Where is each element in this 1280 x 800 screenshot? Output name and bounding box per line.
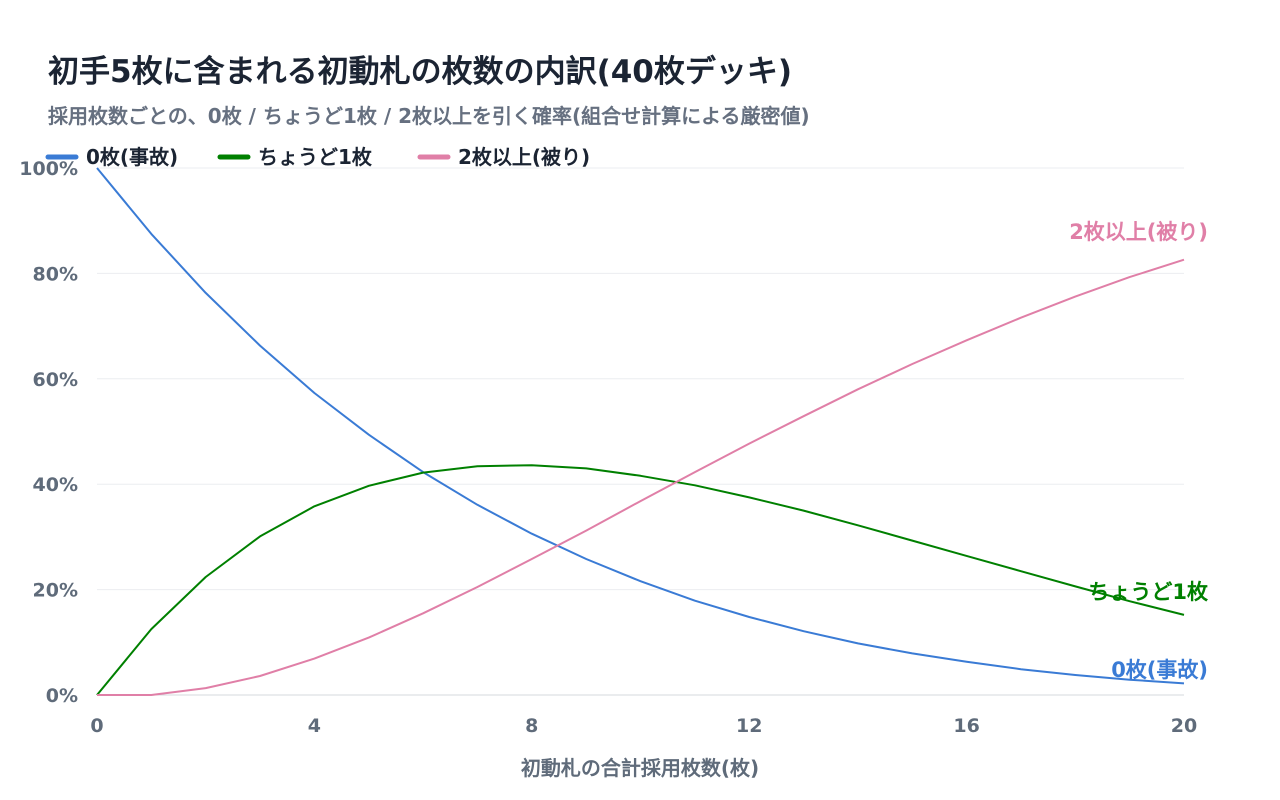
x-tick-label: 8 bbox=[525, 715, 538, 737]
y-tick-label: 100% bbox=[19, 158, 78, 180]
grid-lines bbox=[97, 167, 1184, 696]
y-tick-label: 20% bbox=[33, 580, 78, 602]
x-tick-label: 0 bbox=[90, 715, 103, 737]
y-tick-label: 40% bbox=[33, 474, 78, 496]
x-tick-label: 12 bbox=[736, 715, 762, 737]
x-tick-label: 20 bbox=[1171, 715, 1197, 737]
y-tick-label: 60% bbox=[33, 369, 78, 391]
y-tick-label: 0% bbox=[46, 685, 78, 707]
y-axis: 0% 20% 40% 60% 80% 100% bbox=[19, 158, 78, 707]
series-line-1 bbox=[96, 464, 1185, 696]
x-axis: 0 4 8 12 16 20 bbox=[90, 715, 1197, 737]
series-line-2 bbox=[97, 258, 1185, 696]
x-tick-label: 16 bbox=[953, 715, 979, 737]
legend-label-1: ちょうど1枚 bbox=[258, 145, 373, 169]
x-axis-label: 初動札の合計採用枚数(枚) bbox=[521, 756, 759, 780]
chart-subtitle: 採用枚数ごとの、0枚 / ちょうど1枚 / 2枚以上を引く確率(組合せ計算による… bbox=[48, 104, 810, 128]
series-end-labels: 0枚(事故) ちょうど1枚 2枚以上(被り) bbox=[1069, 220, 1209, 682]
series-line-0 bbox=[96, 167, 1185, 685]
series-end-label-1: ちょうど1枚 bbox=[1088, 580, 1209, 604]
legend-label-0: 0枚(事故) bbox=[86, 145, 178, 169]
chart-title: 初手5枚に含まれる初動札の枚数の内訳(40枚デッキ) bbox=[48, 54, 793, 90]
x-tick-label: 4 bbox=[308, 715, 321, 737]
legend: 0枚(事故) ちょうど1枚 2枚以上(被り) bbox=[45, 145, 590, 169]
y-tick-label: 80% bbox=[33, 263, 78, 285]
series-lines bbox=[96, 167, 1185, 696]
series-end-label-0: 0枚(事故) bbox=[1111, 658, 1208, 682]
series-end-label-2: 2枚以上(被り) bbox=[1069, 220, 1208, 244]
legend-label-2: 2枚以上(被り) bbox=[458, 145, 590, 169]
